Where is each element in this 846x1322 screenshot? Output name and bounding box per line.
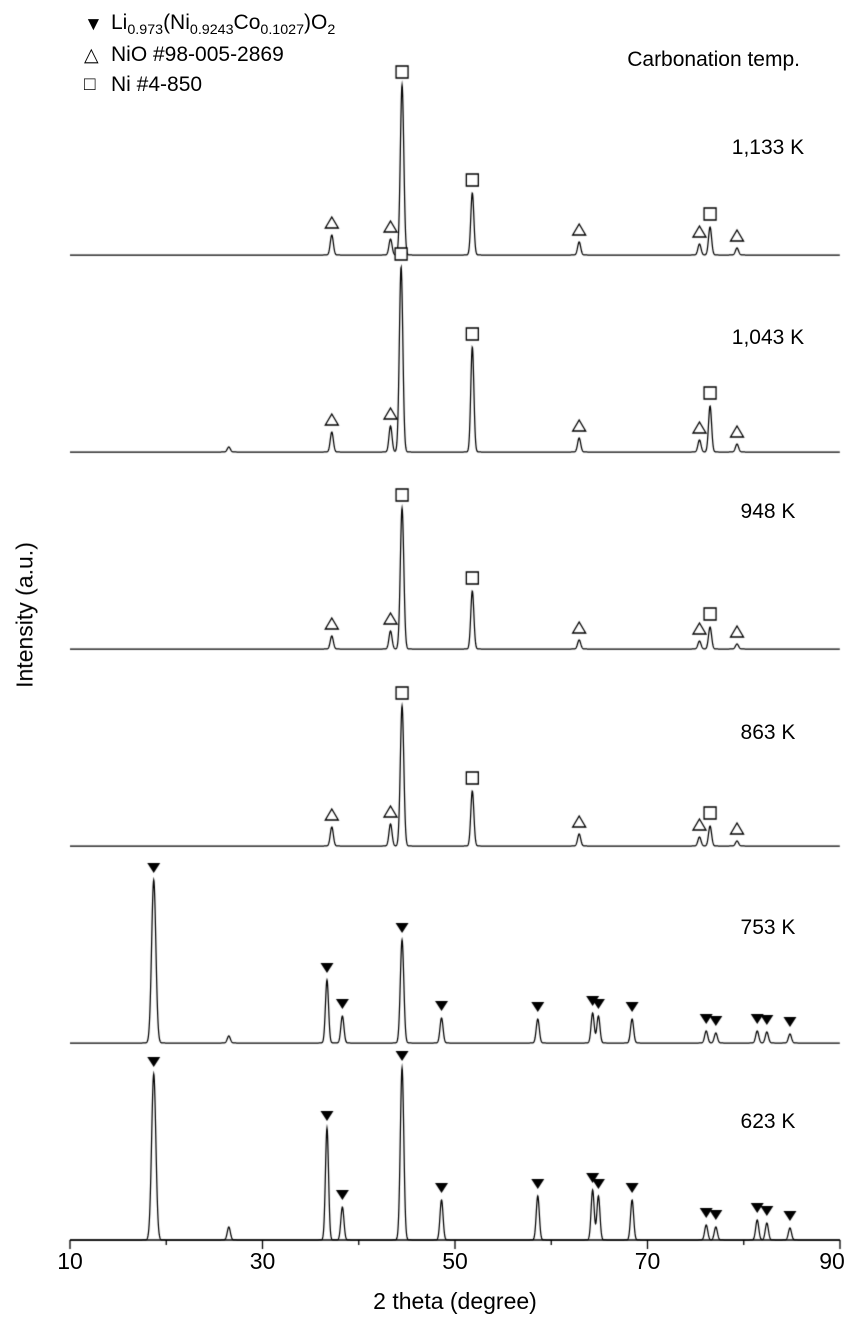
x-tick-label: 10	[57, 1248, 83, 1274]
legend-item: ▼ Li0.973(Ni0.9243Co0.1027)O2	[84, 10, 335, 40]
panel-temperature-label: 1,043 K	[731, 326, 805, 349]
filled-down-triangle-icon: ▼	[84, 14, 103, 35]
open-up-triangle-icon: △	[84, 44, 99, 66]
panel-temperature-label: 1,133 K	[731, 136, 805, 159]
panel-temperature-label: 948 K	[740, 500, 796, 523]
x-tick-label: 90	[819, 1248, 845, 1274]
legend: ▼ Li0.973(Ni0.9243Co0.1027)O2 △ NiO #98-005…	[84, 10, 335, 100]
panel-temperature-label: 623 K	[740, 1110, 796, 1133]
x-tick-label: 50	[442, 1248, 468, 1274]
open-square-icon: □	[84, 74, 96, 95]
x-tick-label: 30	[249, 1248, 276, 1274]
legend-item: □ Ni #4-850	[84, 70, 335, 100]
x-tick-label: 70	[634, 1248, 661, 1274]
legend-label: Li0.973(Ni0.9243Co0.1027)O2	[111, 11, 336, 39]
panel-temperature-label: 753 K	[740, 916, 796, 939]
y-axis-title: Intensity (a.u.)	[11, 542, 38, 688]
legend-label: Ni #4-850	[111, 73, 203, 96]
legend-label: NiO #98-005-2869	[111, 43, 284, 66]
legend-item: △ NiO #98-005-2869	[84, 40, 335, 70]
x-axis-title: 2 theta (degree)	[373, 1288, 537, 1314]
carbonation-temp-annotation: Carbonation temp.	[627, 48, 800, 71]
panel-temperature-label: 863 K	[740, 721, 796, 744]
